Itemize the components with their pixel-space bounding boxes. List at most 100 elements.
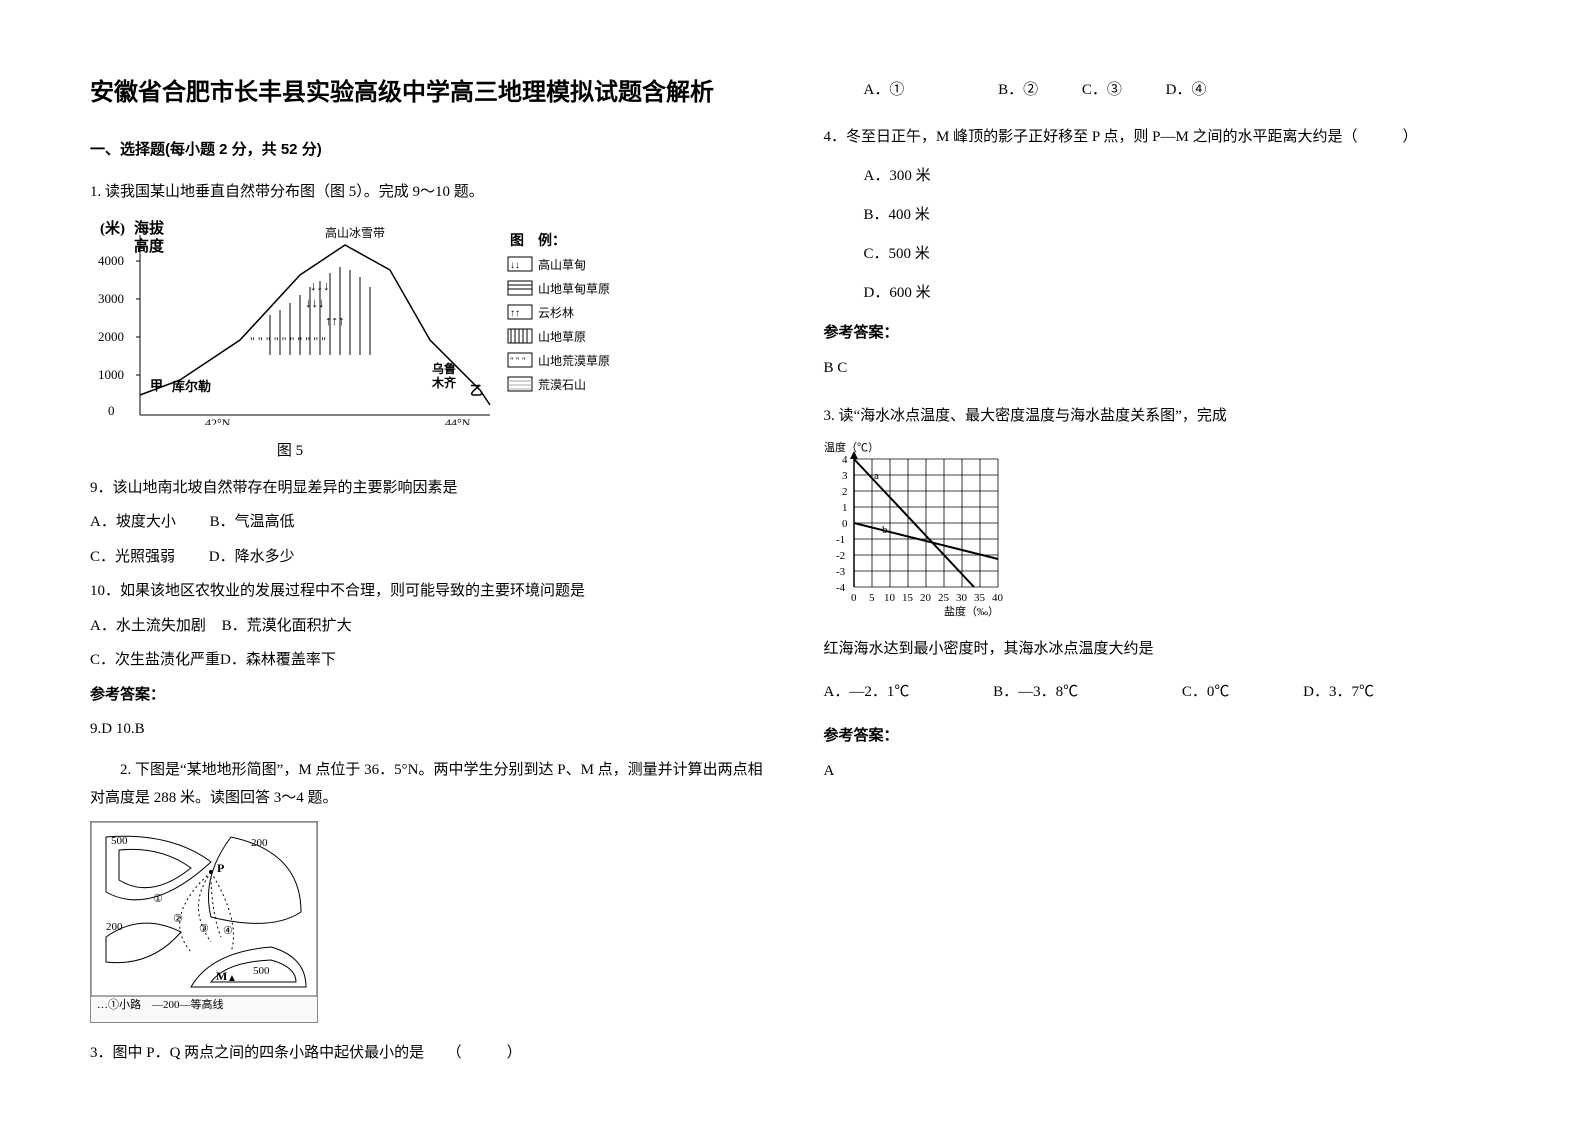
svg-text:乌鲁: 乌鲁 (432, 361, 456, 376)
opt: B．400 米 (864, 196, 1498, 235)
q2-ans: B C (824, 354, 1498, 383)
path-num: ③ (199, 923, 209, 935)
opt: D．森林覆盖率下 (220, 646, 336, 675)
ytick: -4 (836, 582, 846, 594)
contour-label: 500 (253, 965, 270, 977)
opt: A．—2．1℃ (824, 678, 910, 707)
q1-sub10-opts: A．水土流失加剧 B．荒漠化面积扩大 (90, 612, 764, 641)
q3-opts: A．—2．1℃ B．—3．8℃ C．0℃ D．3．7℃ (824, 678, 1498, 707)
label-yi: 乙 (470, 383, 483, 398)
contour-label: 500 (111, 835, 128, 847)
xtick: 5 (869, 592, 875, 604)
q1-sub9-opts-2: C．光照强弱 D．降水多少 (90, 543, 764, 572)
ytick: -1 (836, 534, 845, 546)
page-root: 安徽省合肥市长丰县实验高级中学高三地理模拟试题含解析 一、选择题(每小题 2 分… (90, 70, 1497, 1074)
xtick: 40 (992, 592, 1004, 604)
opt: C．0℃ (1182, 678, 1230, 707)
xtick: 42°N (205, 416, 231, 425)
q2-sub4: 4．冬至日正午，M 峰顶的影子正好移至 P 点，则 P—M 之间的水平距离大约是… (824, 123, 1498, 152)
xtick: 10 (884, 592, 896, 604)
svg-text:↓↓↓: ↓↓↓ (310, 278, 330, 293)
xtick: 44°N (445, 416, 471, 425)
ytick: 4 (842, 454, 848, 466)
left-column: 安徽省合肥市长丰县实验高级中学高三地理模拟试题含解析 一、选择题(每小题 2 分… (90, 70, 764, 1074)
svg-text:↑↑↑: ↑↑↑ (325, 313, 345, 328)
opt: A．① (864, 76, 905, 105)
axis-label-gaodu: 高度 (134, 237, 165, 255)
ytick: 4000 (98, 253, 124, 268)
opt: C．次生盐渍化严重 (90, 646, 220, 675)
legend-item: 山地荒漠草原 (538, 354, 610, 368)
opt: D．④ (1166, 76, 1207, 105)
q1-ans: 9.D 10.B (90, 715, 764, 744)
opt: D．600 米 (864, 274, 1498, 313)
opt: A．水土流失加剧 (90, 612, 206, 641)
svg-text:木齐: 木齐 (431, 375, 457, 390)
legend-item: 山地草原 (538, 330, 586, 344)
opt: C．光照强弱 (90, 543, 175, 572)
label-jia: 甲 (150, 378, 163, 393)
ytick: -3 (836, 566, 846, 578)
q2-stem: 2. 下图是“某地地形简图”，M 点位于 36．5°N。两中学生分别到达 P、M… (90, 756, 764, 813)
q1-sub9: 9．该山地南北坡自然带存在明显差异的主要影响因素是 (90, 474, 764, 503)
svg-text:" " " " " " " " " ": " " " " " " " " " " (250, 334, 326, 348)
q2-sub3-opts: A．① B．② C．③ D．④ (824, 76, 1498, 105)
q3-sub: 红海海水达到最小密度时，其海水冰点温度大约是 (824, 635, 1498, 664)
svg-text:↑↑: ↑↑ (510, 308, 520, 319)
q1-chart-svg: (米) 海拔 高度 4000 3000 2000 1000 0 (90, 215, 620, 425)
opt: B．荒漠化面积扩大 (222, 612, 352, 641)
q3-figure: 温度（℃） (824, 439, 1498, 628)
q3-stem: 3. 读“海水冰点温度、最大密度温度与海水盐度关系图”，完成 (824, 402, 1498, 431)
q2-ans-head: 参考答案： (824, 319, 1498, 348)
label-P: P (217, 861, 224, 875)
opt: B．气温高低 (210, 508, 295, 537)
opt: D．3．7℃ (1303, 678, 1374, 707)
opt: C．500 米 (864, 235, 1498, 274)
peak-label: 高山冰雪带 (325, 225, 385, 240)
opt: B．② (998, 76, 1038, 105)
q2-fig-legend: …①小路 —200—等高线 (97, 997, 224, 1011)
ytick: 2000 (98, 329, 124, 344)
ytick: 3 (842, 470, 848, 482)
doc-title: 安徽省合肥市长丰县实验高级中学高三地理模拟试题含解析 (90, 70, 764, 116)
label-M: M (216, 969, 227, 983)
right-column: A．① B．② C．③ D．④ 4．冬至日正午，M 峰顶的影子正好移至 P 点，… (824, 70, 1498, 1074)
q3-ans: A (824, 757, 1498, 786)
q3-chart-svg: 温度（℃） (824, 439, 1024, 617)
contour-label: 200 (106, 921, 123, 933)
opt: D．降水多少 (209, 543, 295, 572)
ytick: 3000 (98, 291, 124, 306)
ytick: 2 (842, 486, 848, 498)
legend-item: 高山草甸 (538, 257, 586, 272)
ytick: 1000 (98, 367, 124, 382)
ytick: 0 (842, 518, 848, 530)
q1-sub10-opts-2: C．次生盐渍化严重D．森林覆盖率下 (90, 646, 764, 675)
ytick: -2 (836, 550, 845, 562)
q1-sub9-opts: A．坡度大小 B．气温高低 (90, 508, 764, 537)
xtick: 15 (902, 592, 914, 604)
legend-head: 图 例： (510, 232, 566, 249)
xtick: 30 (956, 592, 968, 604)
xtick: 20 (920, 592, 932, 604)
y-axis-label: 温度（℃） (824, 440, 879, 454)
q2-map-svg: P M ▲ 500 200 200 500 ① ② ③ ④ …①小路 —200—… (91, 822, 317, 1012)
svg-text:↓↓↓: ↓↓↓ (305, 295, 325, 310)
svg-text:" " ": " " " (510, 356, 526, 366)
xtick: 35 (974, 592, 986, 604)
axis-label-haiba: 海拔 (134, 219, 165, 237)
q1-stem: 1. 读我国某山地垂直自然带分布图（图 5）。完成 9～10 题。 (90, 178, 764, 207)
opt: A．300 米 (864, 157, 1498, 196)
svg-text:(米): (米) (100, 219, 125, 237)
q1-fig-caption: 图 5 (90, 437, 490, 466)
svg-text:▲: ▲ (227, 973, 237, 984)
opt: B．—3．8℃ (993, 678, 1078, 707)
legend-item: 云杉林 (538, 306, 574, 320)
ytick: 1 (842, 502, 848, 514)
xtick: 0 (851, 592, 857, 604)
line-b-label: b (882, 524, 888, 536)
contour-label: 200 (251, 837, 268, 849)
legend-item: 山地草甸草原 (538, 282, 610, 296)
xtick: 25 (938, 592, 950, 604)
q1-sub10: 10．如果该地区农牧业的发展过程中不合理，则可能导致的主要环境问题是 (90, 577, 764, 606)
opt: C．③ (1082, 76, 1122, 105)
